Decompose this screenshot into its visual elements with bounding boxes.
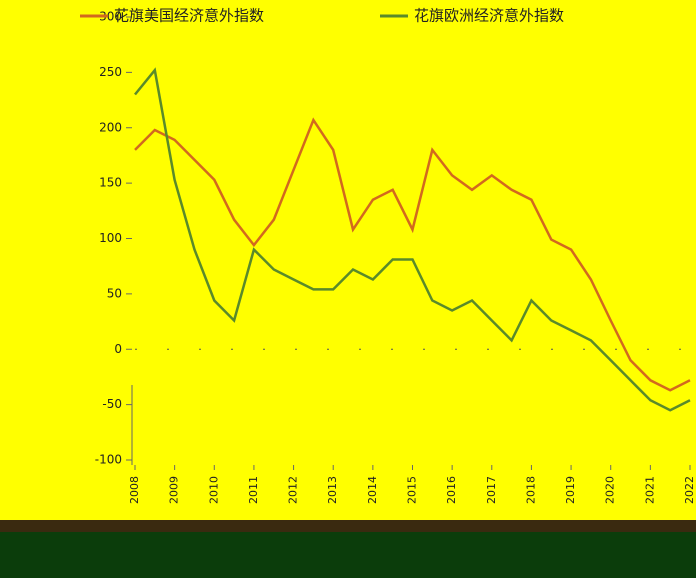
x-tick-label: 2021 (643, 476, 656, 504)
x-tick-label: 2014 (366, 476, 379, 504)
x-tick-label: 2017 (485, 476, 498, 504)
x-tick-label: 2018 (524, 476, 537, 504)
x-tick-label: 2011 (247, 476, 260, 504)
y-tick-label: 300 (99, 10, 122, 24)
y-tick-label: 250 (99, 65, 122, 79)
x-tick-label: 2012 (287, 476, 300, 504)
y-tick-label: 100 (99, 231, 122, 245)
y-tick-label: 150 (99, 176, 122, 190)
legend-label: 花旗欧洲经济意外指数 (414, 7, 564, 25)
x-tick-label: 2010 (207, 476, 220, 504)
background (0, 0, 696, 520)
x-tick-label: 2019 (564, 476, 577, 504)
x-tick-label: 2022 (683, 476, 696, 504)
legend-label: 花旗美国经济意外指数 (114, 7, 264, 25)
y-tick-label: 50 (107, 286, 122, 300)
y-tick-label: 0 (114, 342, 122, 356)
y-tick-label: 200 (99, 120, 122, 134)
x-tick-label: 2009 (168, 476, 181, 504)
x-tick-label: 2016 (445, 476, 458, 504)
series-line (134, 67, 691, 412)
x-tick-label: 2020 (604, 476, 617, 504)
divider (0, 520, 696, 532)
y-tick-label: -50 (102, 397, 122, 411)
x-tick-label: 2015 (406, 476, 419, 504)
x-tick-label: 2013 (326, 476, 339, 504)
y-tick-label: -100 (95, 453, 122, 467)
x-tick-label: 2008 (128, 476, 141, 504)
series-line (134, 117, 691, 392)
footer-band (0, 532, 696, 578)
